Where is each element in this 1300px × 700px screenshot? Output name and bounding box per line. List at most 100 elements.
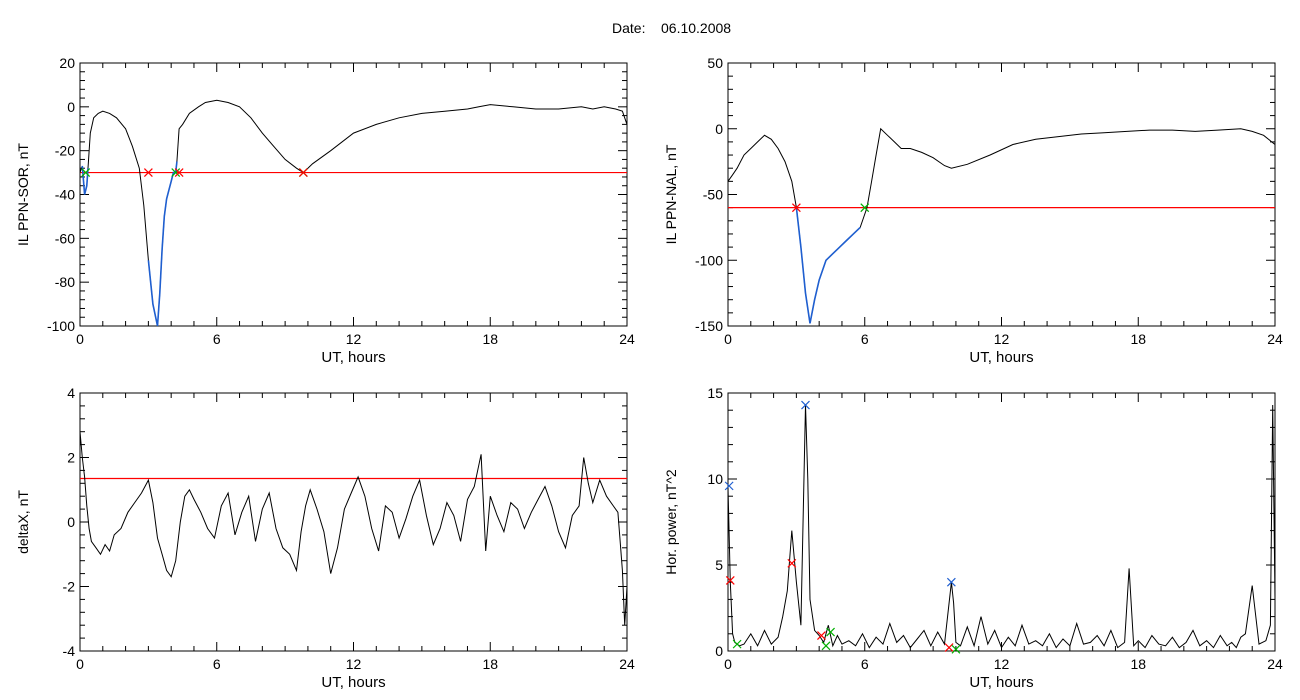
marker-stroke xyxy=(298,168,308,178)
x-tick-label: 24 xyxy=(619,331,635,347)
start-marker xyxy=(298,168,308,178)
marker-stroke xyxy=(826,627,835,637)
marker-stroke xyxy=(171,168,181,178)
start-marker xyxy=(787,558,797,568)
y-tick-label: 50 xyxy=(707,55,723,71)
end-marker xyxy=(826,627,835,637)
y-tick-label: 15 xyxy=(707,385,723,401)
y-tick-label: -100 xyxy=(695,252,723,268)
y-tick-label: 0 xyxy=(715,643,723,659)
x-tick-label: 12 xyxy=(346,656,362,672)
y-tick-label: -50 xyxy=(703,187,723,203)
ylabel-hor-power: Hor. power, nT^2 xyxy=(663,469,679,575)
marker-stroke xyxy=(821,641,831,651)
xlabel-hor-power: UT, hours xyxy=(969,674,1033,691)
y-tick-label: 2 xyxy=(67,450,75,466)
y-tick-label: 20 xyxy=(59,55,75,71)
x-tick-label: 0 xyxy=(724,331,732,347)
y-tick-label: 0 xyxy=(715,121,723,137)
x-tick-label: 0 xyxy=(76,331,84,347)
panel-il-nal: IL PPN-NAL, nT UT, hours 0 6 12 18 24 -150 -10… xyxy=(663,55,1283,366)
x-tick-label: 6 xyxy=(213,331,221,347)
marker-stroke xyxy=(81,168,91,178)
event-segment xyxy=(147,161,178,327)
x-tick-label: 24 xyxy=(1267,656,1283,672)
date-label: Date: xyxy=(612,20,645,36)
y-tick-label: -4 xyxy=(63,643,76,659)
x-tick-label: 18 xyxy=(1130,331,1146,347)
xlabel-il-sor: UT, hours xyxy=(321,349,385,366)
marker-stroke xyxy=(143,168,153,178)
x-tick-label: 18 xyxy=(1130,656,1146,672)
plot-frame xyxy=(79,62,628,327)
y-tick-label: 0 xyxy=(67,514,75,530)
y-tick-label: -100 xyxy=(47,318,75,334)
marker-stroke xyxy=(860,203,870,213)
y-tick-label: -2 xyxy=(63,579,76,595)
series-line xyxy=(727,127,1276,324)
end-marker xyxy=(860,203,870,213)
start-marker xyxy=(817,631,826,640)
plot-frame xyxy=(727,62,1276,327)
panel-hor-power: Hor. power, nT^2 UT, hours 0 6 12 18 24 0 5 10 1… xyxy=(663,385,1283,691)
y-tick-label: 0 xyxy=(67,99,75,115)
end-marker xyxy=(732,639,742,649)
end-marker xyxy=(81,168,91,178)
event-segment xyxy=(795,207,861,324)
marker-stroke xyxy=(951,644,961,654)
y-tick-label: 10 xyxy=(707,471,723,487)
peak-marker xyxy=(801,400,810,410)
x-tick-label: 12 xyxy=(994,331,1010,347)
xlabel-deltax: UT, hours xyxy=(321,674,385,691)
x-tick-label: 6 xyxy=(861,331,869,347)
y-tick-label: -150 xyxy=(695,318,723,334)
series-line xyxy=(79,99,628,327)
end-marker xyxy=(171,168,181,178)
y-tick-label: -80 xyxy=(55,274,75,290)
ylabel-il-nal: IL PPN-NAL, nT xyxy=(663,144,679,244)
marker-stroke xyxy=(817,631,826,640)
series-line xyxy=(727,404,1276,649)
end-marker xyxy=(821,641,831,651)
ylabel-il-sor: IL PPN-SOR, nT xyxy=(15,143,31,246)
plot-frame xyxy=(727,392,1276,652)
ylabel-deltax: deltaX, nT xyxy=(15,490,31,554)
xlabel-il-nal: UT, hours xyxy=(969,349,1033,366)
marker-stroke xyxy=(787,558,797,568)
marker-stroke xyxy=(174,168,184,178)
x-tick-label: 12 xyxy=(994,656,1010,672)
start-marker xyxy=(791,203,801,213)
x-tick-label: 0 xyxy=(724,656,732,672)
end-marker xyxy=(951,644,961,654)
start-marker xyxy=(174,168,184,178)
series-line xyxy=(79,431,628,626)
marker-stroke xyxy=(725,576,735,585)
y-tick-label: -40 xyxy=(55,187,75,203)
y-tick-label: 4 xyxy=(67,385,75,401)
date-value: 06.10.2008 xyxy=(661,20,731,36)
marker-stroke xyxy=(732,639,742,649)
panel-il-sor: IL PPN-SOR, nT UT, hours 0 6 12 18 24 -100 -80… xyxy=(15,55,635,366)
x-tick-label: 18 xyxy=(482,656,498,672)
plot-frame xyxy=(79,392,628,652)
x-tick-label: 6 xyxy=(861,656,869,672)
x-tick-label: 12 xyxy=(346,331,362,347)
x-tick-label: 0 xyxy=(76,656,84,672)
peak-marker xyxy=(946,577,956,587)
start-marker xyxy=(725,576,735,585)
marker-stroke xyxy=(791,203,801,213)
y-tick-label: -20 xyxy=(55,143,75,159)
marker-stroke xyxy=(801,400,810,410)
marker-stroke xyxy=(944,643,954,652)
event-segment xyxy=(81,165,89,195)
x-tick-label: 18 xyxy=(482,331,498,347)
start-marker xyxy=(944,643,954,652)
peak-marker xyxy=(724,481,734,491)
x-tick-label: 6 xyxy=(213,656,221,672)
marker-stroke xyxy=(946,577,956,587)
x-tick-label: 24 xyxy=(1267,331,1283,347)
start-marker xyxy=(143,168,153,178)
marker-stroke xyxy=(724,481,734,491)
x-tick-label: 24 xyxy=(619,656,635,672)
